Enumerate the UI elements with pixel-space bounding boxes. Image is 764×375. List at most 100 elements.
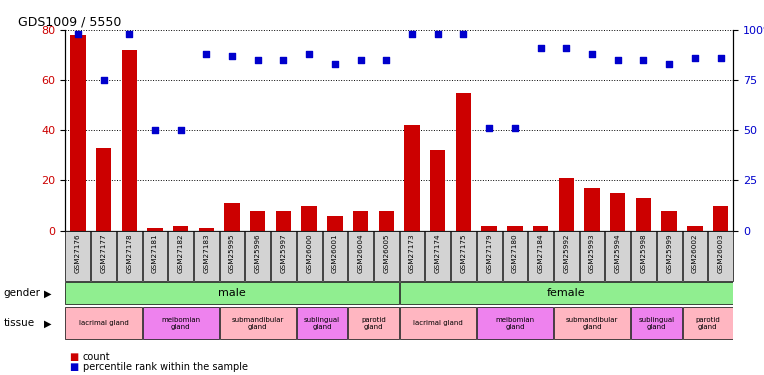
Point [251,57,264,63]
Point [174,128,186,134]
Bar [297,308,348,339]
Bar [327,216,342,231]
Bar [225,203,240,231]
Text: male: male [219,288,246,298]
Text: count: count [83,352,110,362]
Bar [91,231,116,281]
Bar [400,282,733,304]
Bar [70,35,86,231]
Bar [147,228,163,231]
Point [72,31,84,37]
Point [637,57,649,63]
Text: lacrimal gland: lacrimal gland [79,320,128,326]
Bar [610,193,626,231]
Bar [631,231,656,281]
Point [483,125,495,131]
Bar [528,231,553,281]
Text: female: female [547,288,586,298]
Bar [400,308,476,339]
Bar [66,231,90,281]
Bar [636,198,651,231]
Bar [687,226,703,231]
Bar [533,226,549,231]
Text: sublingual
gland: sublingual gland [638,317,675,330]
Bar [507,226,523,231]
Bar [400,231,424,281]
Bar [477,308,553,339]
Text: GSM25995: GSM25995 [229,233,235,273]
Text: GSM27177: GSM27177 [101,233,106,273]
Bar [117,231,141,281]
Text: GSM26003: GSM26003 [717,233,724,273]
Bar [250,211,266,231]
Bar [404,125,419,231]
Bar [66,282,399,304]
Point [560,45,572,51]
Point [586,51,598,57]
Bar [481,226,497,231]
Text: GSM25996: GSM25996 [254,233,261,273]
Text: GSM27175: GSM27175 [461,233,467,273]
Bar [194,231,219,281]
Bar [580,231,604,281]
Text: GSM27174: GSM27174 [435,233,441,273]
Bar [322,231,348,281]
Point [97,77,109,83]
Point [612,57,624,63]
Text: GSM25992: GSM25992 [563,233,569,273]
Bar [143,231,167,281]
Text: sublingual
gland: sublingual gland [304,317,340,330]
Text: GSM27184: GSM27184 [538,233,544,273]
Bar [220,308,296,339]
Bar [276,211,291,231]
Bar [220,231,244,281]
Bar [503,231,527,281]
Bar [584,188,600,231]
Text: lacrimal gland: lacrimal gland [413,320,463,326]
Bar [430,150,445,231]
Text: GSM26000: GSM26000 [306,233,312,273]
Bar [662,211,677,231]
Text: GSM26005: GSM26005 [384,233,390,273]
Text: gender: gender [4,288,40,298]
Text: ■: ■ [69,362,78,372]
Bar [708,231,733,281]
Text: GSM26001: GSM26001 [332,233,338,273]
Bar [348,308,399,339]
Text: GSM27180: GSM27180 [512,233,518,273]
Text: ▶: ▶ [44,288,52,298]
Text: GSM27182: GSM27182 [178,233,183,273]
Text: submandibular
gland: submandibular gland [231,317,284,330]
Text: GSM27178: GSM27178 [126,233,132,273]
Point [663,61,675,67]
Text: GSM26002: GSM26002 [692,233,698,273]
Bar [271,231,296,281]
Bar [245,231,270,281]
Bar [374,231,399,281]
Point [689,55,701,61]
Point [200,51,212,57]
Text: submandibular
gland: submandibular gland [566,317,618,330]
Text: GSM25997: GSM25997 [280,233,286,273]
Bar [451,231,476,281]
Text: parotid
gland: parotid gland [361,317,386,330]
Bar [657,231,681,281]
Text: GSM25998: GSM25998 [640,233,646,273]
Point [509,125,521,131]
Point [380,57,393,63]
Text: GSM26004: GSM26004 [358,233,364,273]
Text: GSM25994: GSM25994 [615,233,620,273]
Text: GSM27179: GSM27179 [486,233,492,273]
Bar [173,226,189,231]
Point [303,51,316,57]
Point [329,61,341,67]
Point [277,57,290,63]
Text: GSM25999: GSM25999 [666,233,672,273]
Bar [713,206,728,231]
Point [714,55,727,61]
Text: meibomian
gland: meibomian gland [161,317,200,330]
Text: GSM27176: GSM27176 [75,233,81,273]
Text: GSM27181: GSM27181 [152,233,158,273]
Bar [682,308,733,339]
Bar [631,308,681,339]
